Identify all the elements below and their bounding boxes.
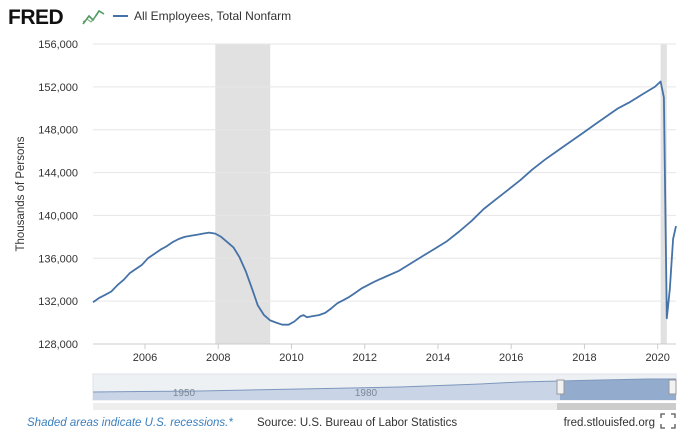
- recession-note: Shaded areas indicate U.S. recessions.*: [27, 417, 233, 429]
- y-tick-label: 144,000: [38, 168, 78, 180]
- x-tick-label: 2018: [572, 352, 596, 364]
- x-tick-label: 2014: [426, 352, 450, 364]
- navigator-left-handle[interactable]: [556, 379, 565, 395]
- site-link[interactable]: fred.stlouisfed.org: [564, 417, 655, 429]
- x-tick-label: 2006: [133, 352, 157, 364]
- x-tick-label: 2020: [645, 352, 669, 364]
- y-axis-label: Thousands of Persons: [15, 136, 27, 251]
- x-axis: 2006 2008 2010 2012 2014 2016 2018 2020: [93, 343, 676, 364]
- fullscreen-icon[interactable]: [660, 413, 676, 429]
- y-tick-label: 132,000: [38, 296, 78, 308]
- y-tick-label: 148,000: [38, 125, 78, 137]
- navigator-tick-label: 1980: [355, 388, 378, 399]
- y-axis: 128,000 132,000 136,000 140,000 144,000 148,0…: [38, 39, 78, 351]
- y-tick-label: 128,000: [38, 339, 78, 351]
- y-tick-label: 152,000: [38, 82, 78, 94]
- navigator-tick-label: 1950: [173, 388, 196, 399]
- y-tick-label: 156,000: [38, 39, 78, 51]
- x-tick-label: 2010: [279, 352, 303, 364]
- legend-label: All Employees, Total Nonfarm: [134, 9, 291, 23]
- x-tick-label: 2012: [352, 352, 376, 364]
- recession-band: [660, 44, 667, 344]
- navigator-right-handle[interactable]: [668, 379, 677, 395]
- series-line: [92, 80, 677, 326]
- recession-band: [215, 44, 271, 344]
- navigator-scrollbar[interactable]: [93, 403, 676, 410]
- y-tick-label: 140,000: [38, 210, 78, 222]
- recession-shading: [215, 44, 667, 344]
- fred-logo[interactable]: FRED: [8, 6, 64, 29]
- series: [92, 80, 677, 326]
- grid: [93, 43, 676, 345]
- x-tick-label: 2008: [206, 352, 230, 364]
- line-graph-icon: [82, 9, 105, 25]
- y-tick-label: 136,000: [38, 253, 78, 265]
- navigator-scrollbar-thumb[interactable]: [557, 403, 676, 410]
- range-navigator[interactable]: 1950 1980: [92, 373, 677, 410]
- x-tick-label: 2016: [499, 352, 523, 364]
- source-text: Source: U.S. Bureau of Labor Statistics: [257, 417, 457, 429]
